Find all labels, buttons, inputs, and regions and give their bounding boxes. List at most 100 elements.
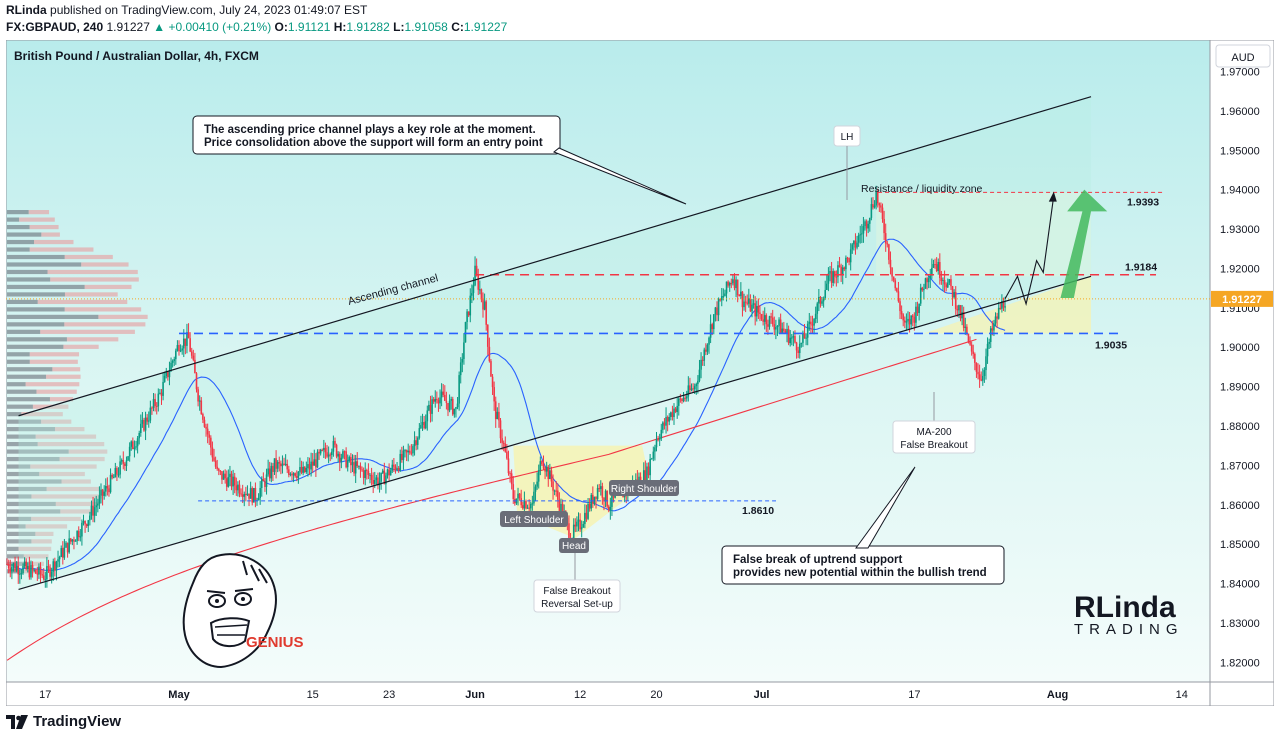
volume-profile-bar-up — [7, 516, 32, 522]
y-tick-label: 1.93000 — [1220, 224, 1260, 236]
candle-body — [412, 446, 414, 454]
candle-body — [159, 392, 161, 394]
candle-body — [883, 219, 885, 234]
candle-body — [162, 381, 164, 396]
candle-body — [695, 384, 698, 387]
candle-body — [878, 203, 881, 206]
ma200-label[interactable]: MA-200 False Breakout — [892, 420, 976, 454]
high-label: H: — [333, 20, 347, 34]
currency-button[interactable]: AUD — [1215, 44, 1271, 68]
symbol-label[interactable]: FX:GBPAUD, 240 — [6, 20, 104, 34]
candle-body — [587, 503, 589, 519]
candle-body — [329, 454, 332, 456]
candle-body — [784, 330, 787, 334]
volume-profile-bar-down — [52, 367, 81, 372]
false-breakout-line1: False Breakout — [543, 586, 610, 597]
volume-profile-bar-up — [7, 367, 53, 372]
candle-body — [401, 453, 403, 461]
note-false-break-callout[interactable]: False break of uptrend support provides … — [721, 466, 1005, 585]
projection-path — [1004, 195, 1055, 306]
candle-body — [68, 538, 70, 553]
volume-profile-bar-down — [25, 382, 80, 387]
candle-body — [660, 429, 663, 439]
candle-body — [701, 359, 704, 361]
publish-info: RLinda published on TradingView.com, Jul… — [6, 3, 367, 17]
left-shoulder-text: Left Shoulder — [504, 515, 564, 526]
candle-body — [689, 385, 691, 391]
candle-body — [725, 281, 728, 294]
candle-body — [684, 397, 686, 399]
candle-body — [429, 404, 432, 414]
note-channel-callout[interactable]: The ascending price channel plays a key … — [192, 115, 687, 205]
volume-profile-bar-up — [7, 404, 33, 409]
candle-body — [238, 484, 241, 494]
candle-body — [230, 473, 233, 487]
candle-body — [818, 296, 820, 304]
x-tick-label: 12 — [574, 689, 586, 701]
price-chart[interactable]: 1.97000 1.96000 1.95000 1.94000 1.93000 1.920… — [6, 40, 1274, 706]
left-shoulder-label[interactable]: Left Shoulder — [500, 511, 568, 527]
candle-body — [771, 317, 774, 325]
candle-body — [665, 417, 667, 426]
volume-profile-bar-up — [7, 299, 38, 305]
candle-body — [192, 355, 195, 360]
volume-profile-bar-up — [7, 352, 30, 357]
volume-profile-bar-down — [60, 509, 93, 514]
candle-body — [52, 561, 55, 572]
candle-body — [574, 524, 577, 527]
candle-body — [537, 470, 540, 482]
footer-brand[interactable]: TradingView — [6, 713, 121, 730]
volume-profile-bar-up — [7, 427, 55, 432]
candle-body — [182, 338, 185, 349]
volume-profile-bar-down — [66, 337, 119, 342]
candle-body — [843, 267, 846, 270]
candle-body — [370, 474, 373, 481]
y-tick-label: 1.94000 — [1220, 185, 1260, 197]
false-breakout-label[interactable]: False Breakout Reversal Set-up — [533, 579, 621, 613]
candle-body — [657, 439, 659, 441]
candle-body — [599, 486, 602, 490]
volume-profile-bar-down — [81, 262, 129, 267]
lh-label[interactable]: LH — [833, 125, 861, 200]
right-shoulder-label[interactable]: Right Shoulder — [609, 480, 679, 496]
publisher-name[interactable]: RLinda — [6, 3, 47, 17]
candle-body — [811, 324, 814, 326]
open-label: O: — [274, 20, 288, 34]
candle-body — [116, 467, 118, 475]
volume-profile-bar-down — [29, 247, 94, 252]
candle-body — [544, 468, 546, 472]
candle-body — [486, 324, 489, 347]
candle-body — [426, 410, 429, 422]
candle-body — [11, 566, 13, 572]
candle-body — [423, 421, 425, 429]
volume-profile-bar-down — [35, 434, 97, 439]
y-tick-label: 1.95000 — [1220, 145, 1260, 157]
candle-body — [662, 422, 664, 430]
candle-body — [776, 325, 779, 328]
candle-body — [603, 497, 605, 502]
candle-body — [120, 460, 123, 462]
candle-body — [402, 450, 405, 461]
candle-body — [119, 461, 121, 475]
volume-profile-bar-up — [7, 307, 65, 312]
candle-body — [876, 191, 879, 204]
candle-body — [880, 205, 882, 208]
ma200-line1: MA-200 — [916, 427, 951, 438]
candle-body — [251, 488, 254, 503]
candle-body — [706, 344, 709, 352]
bullish-target-arrow — [1060, 189, 1108, 298]
candle-body — [584, 512, 586, 525]
candle-body — [853, 240, 855, 245]
candle-body — [268, 468, 271, 479]
candle-body — [929, 275, 932, 279]
candle-body — [245, 493, 247, 496]
candle-body — [15, 565, 18, 571]
volume-profile-bar-down — [49, 397, 74, 402]
candle-body — [970, 344, 973, 352]
candle-body — [81, 522, 83, 537]
head-label[interactable]: Head — [559, 538, 589, 553]
candle-body — [736, 279, 739, 296]
candle-body — [713, 314, 715, 330]
candle-body — [919, 287, 922, 304]
candle-body — [720, 296, 723, 301]
